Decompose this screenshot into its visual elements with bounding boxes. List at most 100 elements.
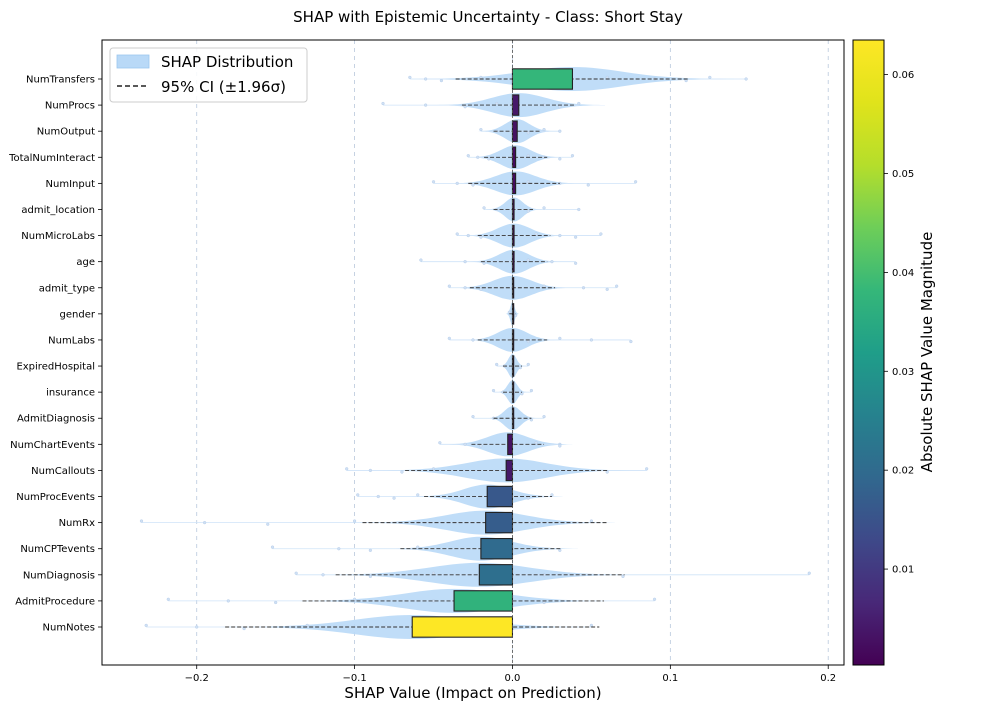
- sample-point-AdmitDiagnosis-2: [529, 418, 534, 422]
- colorbar-tick-label-4: 0.05: [892, 169, 914, 180]
- sample-point-NumProcEvents-1: [376, 494, 380, 499]
- sample-point-NumCPTevents-3: [416, 545, 420, 549]
- sample-point-TotalNumInteract-1: [476, 155, 480, 159]
- sample-point-TotalNumInteract-6: [570, 154, 575, 158]
- sample-point-NumTransfers-0: [408, 75, 412, 79]
- sample-point-NumNotes-3: [305, 623, 309, 627]
- sample-point-NumProcEvents-2: [392, 496, 396, 500]
- sample-point-NumProcEvents-6: [550, 493, 554, 497]
- sample-point-NumProcEvents-3: [416, 493, 420, 497]
- sample-point-admit_location-2: [526, 209, 530, 213]
- sample-point-admit_type-3: [542, 284, 546, 288]
- ytick-label-NumChartEvents: NumChartEvents: [10, 440, 95, 451]
- sample-point-NumTransfers-10: [744, 77, 748, 81]
- ytick-label-age: age: [76, 257, 95, 268]
- ytick-label-AdmitProcedure: AdmitProcedure: [15, 596, 95, 607]
- sample-point-NumProcs-3: [495, 101, 499, 106]
- sample-point-gender-2: [514, 313, 518, 318]
- sample-point-NumCallouts-2: [400, 470, 404, 474]
- bar-NumLabs: [511, 329, 515, 351]
- sample-point-NumTransfers-1: [424, 77, 428, 81]
- xtick-label-0: −0.2: [185, 673, 209, 684]
- plot-frame: [101, 39, 845, 666]
- sample-point-NumProcs-5: [558, 105, 562, 109]
- sample-point-NumCallouts-3: [431, 467, 436, 471]
- ytick-label-admit_type: admit_type: [39, 283, 95, 294]
- colorbar-ticks: 0.01 0.02 0.03 0.04 0.05 0.06: [884, 70, 914, 576]
- sample-point-gender-0: [507, 310, 511, 314]
- sample-point-admit_type-2: [479, 287, 483, 291]
- sample-point-NumLabs-5: [629, 339, 633, 344]
- chart-title: SHAP with Epistemic Uncertainty - Class:…: [293, 8, 683, 26]
- sample-point-age-0: [419, 258, 423, 262]
- sample-point-NumOutput-0: [479, 127, 483, 132]
- sample-point-AdmitProcedure-6: [652, 597, 657, 601]
- colorbar-label: Absolute SHAP Value Magnitude: [918, 232, 936, 473]
- sample-point-NumInput-0: [431, 180, 436, 184]
- sample-point-ExpiredHospital-0: [495, 362, 499, 367]
- colorbar-tick-label-0: 0.01: [892, 565, 914, 576]
- sample-point-insurance-2: [520, 392, 524, 396]
- bar-NumCallouts: [505, 459, 514, 482]
- sample-point-NumInput-5: [586, 183, 590, 187]
- x-axis-ticks: −0.2 −0.1 0.0 0.1 0.2: [185, 665, 836, 684]
- sample-point-NumRx-1: [203, 521, 207, 525]
- sample-point-NumMicroLabs-5: [574, 235, 578, 239]
- sample-point-AdmitDiagnosis-0: [471, 415, 475, 419]
- sample-point-NumNotes-2: [242, 626, 246, 631]
- ytick-label-ExpiredHospital: ExpiredHospital: [16, 362, 95, 373]
- sample-point-NumTransfers-9: [708, 75, 712, 79]
- bar-NumTransfers: [511, 68, 574, 90]
- sample-point-admit_location-4: [577, 207, 581, 212]
- colorbar-tick-label-1: 0.02: [892, 466, 914, 477]
- ytick-label-NumDiagnosis: NumDiagnosis: [23, 570, 95, 581]
- sample-point-TotalNumInteract-0: [466, 154, 470, 158]
- sample-point-age-5: [574, 261, 578, 265]
- sample-point-NumChartEvents-3: [534, 441, 538, 445]
- sample-point-NumDiagnosis-6: [807, 571, 811, 575]
- sample-point-NumRx-0: [139, 519, 144, 523]
- bar-gender: [511, 303, 515, 325]
- legend-swatch-distribution: [116, 54, 150, 69]
- sample-point-ExpiredHospital-3: [526, 362, 530, 367]
- sample-point-NumChartEvents-1: [463, 442, 467, 446]
- sample-point-NumOutput-4: [558, 129, 562, 133]
- bar-NumNotes: [411, 616, 514, 638]
- sample-point-NumNotes-6: [589, 623, 594, 627]
- ytick-label-NumCallouts: NumCallouts: [31, 466, 95, 477]
- legend-label-ci: 95% CI (±1.96σ): [161, 78, 286, 96]
- sample-point-AdmitProcedure-0: [166, 597, 170, 601]
- bar-NumChartEvents: [507, 433, 514, 456]
- sample-point-NumCallouts-1: [368, 468, 372, 473]
- ytick-label-insurance: insurance: [46, 388, 95, 399]
- sample-point-age-1: [463, 260, 467, 264]
- ytick-label-TotalNumInteract: TotalNumInteract: [8, 153, 95, 164]
- ytick-label-admit_location: admit_location: [21, 205, 95, 216]
- sample-point-NumMicroLabs-3: [534, 232, 538, 236]
- sample-point-NumCallouts-0: [345, 467, 349, 471]
- sample-point-NumProcs-1: [424, 103, 428, 107]
- sample-point-admit_type-1: [463, 286, 467, 290]
- sample-point-NumRx-6: [589, 519, 594, 523]
- xtick-label-1: −0.1: [342, 673, 366, 684]
- sample-point-AdmitProcedure-3: [352, 597, 357, 601]
- sample-point-NumDiagnosis-2: [368, 574, 372, 579]
- sample-point-AdmitProcedure-1: [226, 599, 230, 603]
- sample-point-TotalNumInteract-3: [526, 154, 530, 158]
- sample-point-NumRx-3: [352, 519, 357, 523]
- sample-point-NumInput-3: [526, 180, 530, 184]
- sample-point-admit_type-6: [615, 284, 619, 288]
- sample-point-NumLabs-2: [526, 339, 530, 344]
- sample-point-NumProcs-6: [577, 101, 581, 106]
- ytick-label-NumLabs: NumLabs: [48, 335, 95, 346]
- sample-point-NumInput-1: [455, 181, 459, 185]
- bar-NumDiagnosis: [478, 564, 514, 586]
- sample-point-NumMicroLabs-6: [599, 232, 603, 236]
- colorbar-tick-label-2: 0.03: [892, 367, 914, 378]
- sample-point-NumDiagnosis-1: [321, 573, 325, 577]
- legend: SHAP Distribution 95% CI (±1.96σ): [109, 47, 308, 103]
- sample-point-NumLabs-1: [471, 338, 475, 342]
- sample-point-TotalNumInteract-2: [487, 157, 491, 161]
- sample-point-NumLabs-3: [558, 336, 562, 340]
